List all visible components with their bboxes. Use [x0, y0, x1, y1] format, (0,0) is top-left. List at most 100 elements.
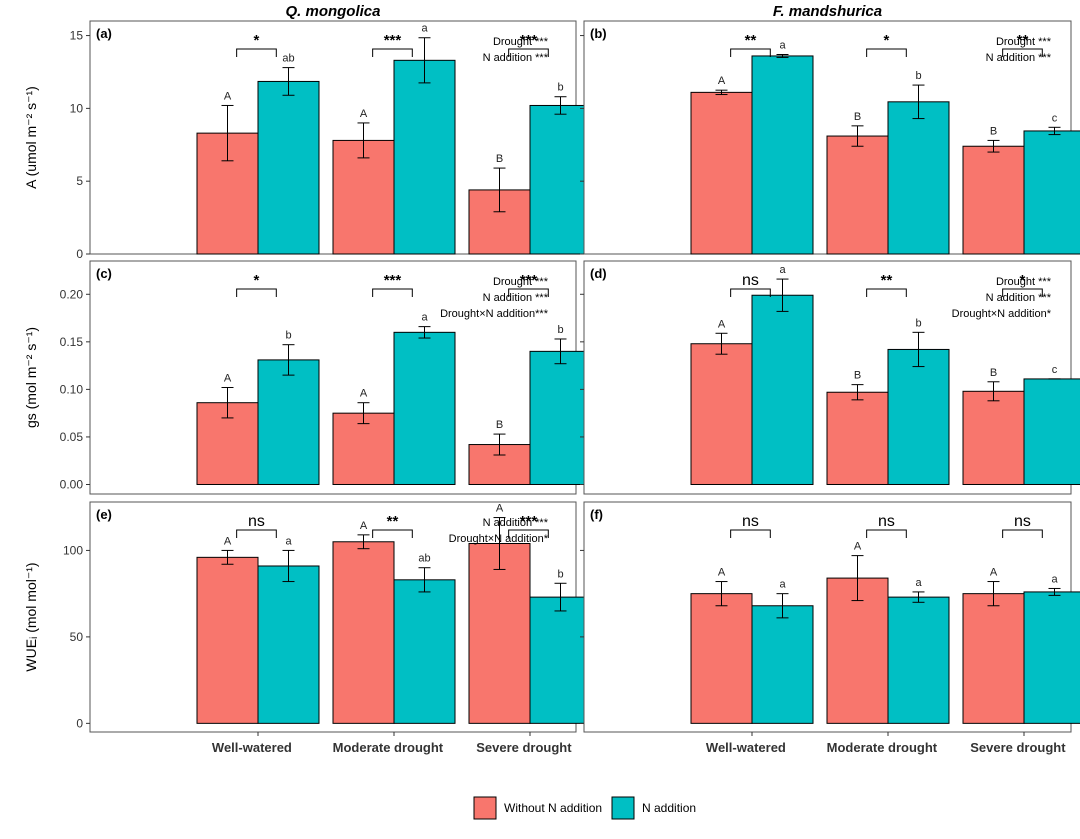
letter-label: A: [854, 541, 862, 553]
y-tick-label: 0.05: [60, 430, 84, 444]
stats-text: Drought ***: [996, 36, 1052, 48]
bar: [1023, 591, 1080, 724]
stats-text: N addition ***: [483, 517, 549, 529]
bar: [887, 348, 950, 485]
letter-label: a: [779, 579, 786, 591]
bar: [529, 350, 592, 485]
bar: [962, 593, 1025, 724]
letter-label: A: [224, 90, 232, 102]
significance-bracket: [866, 288, 907, 297]
significance-label: ***: [384, 272, 402, 289]
letter-label: A: [360, 108, 368, 120]
legend-swatch: [611, 796, 635, 820]
letter-label: a: [779, 264, 786, 276]
significance-bracket: [730, 288, 771, 297]
significance-bracket: [730, 529, 771, 538]
column-title: F. mandshurica: [773, 3, 882, 20]
significance-label: ns: [248, 513, 265, 530]
letter-label: A: [360, 520, 368, 532]
significance-bracket: [508, 288, 549, 297]
significance-bracket: [236, 288, 277, 297]
bar: [887, 101, 950, 255]
stats-text: Drought×N addition***: [440, 308, 549, 320]
x-tick-label: Severe drought: [970, 740, 1066, 755]
letter-label: A: [718, 318, 726, 330]
bar: [529, 104, 592, 255]
significance-bracket: [372, 529, 413, 538]
significance-label: **: [1017, 32, 1029, 49]
bar: [393, 59, 456, 255]
panel-label: (f): [590, 507, 603, 522]
stats-text: Drought ***: [493, 276, 549, 288]
y-tick-label: 10: [70, 101, 84, 115]
letter-label: A: [718, 75, 726, 87]
bar: [332, 412, 395, 485]
letter-label: a: [421, 312, 428, 324]
panel-label: (d): [590, 266, 607, 281]
letter-label: a: [779, 39, 786, 51]
y-axis-label: WUEᵢ (mol mol⁻¹): [23, 562, 39, 671]
letter-label: b: [557, 324, 563, 336]
y-tick-label: 15: [70, 29, 84, 43]
bar: [826, 391, 889, 485]
letter-label: b: [915, 317, 921, 329]
bar: [751, 605, 814, 724]
bar: [690, 343, 753, 485]
letter-label: B: [854, 370, 861, 382]
letter-label: a: [285, 535, 292, 547]
letter-label: b: [285, 330, 291, 342]
letter-label: b: [557, 568, 563, 580]
letter-label: a: [421, 23, 428, 35]
panel-label: (e): [96, 507, 112, 522]
bar: [257, 80, 320, 255]
letter-label: A: [990, 567, 998, 579]
letter-label: B: [990, 125, 997, 137]
significance-bracket: [372, 288, 413, 297]
y-tick-label: 0.20: [60, 287, 84, 301]
bar: [690, 593, 753, 724]
letter-label: a: [1051, 573, 1058, 585]
legend-swatch: [473, 796, 497, 820]
significance-label: **: [881, 272, 893, 289]
significance-bracket: [508, 48, 549, 57]
panel-label: (a): [96, 26, 112, 41]
letter-label: A: [718, 567, 726, 579]
bar: [962, 145, 1025, 255]
bar: [887, 596, 950, 724]
y-tick-label: 100: [63, 543, 83, 557]
y-tick-label: 0.10: [60, 382, 84, 396]
y-tick-label: 0: [76, 247, 83, 261]
y-tick-label: 5: [76, 174, 83, 188]
stats-text: N addition ***: [986, 292, 1052, 304]
letter-label: c: [1052, 112, 1058, 124]
bar: [332, 139, 395, 255]
bar: [332, 541, 395, 724]
letter-label: b: [557, 82, 563, 94]
stats-text: Drought×N addition*: [952, 308, 1052, 320]
y-axis-label: gs (mol m⁻² s⁻¹): [23, 327, 39, 428]
y-tick-label: 0: [76, 716, 83, 730]
significance-label: *: [1020, 272, 1026, 289]
stats-text: N addition ***: [986, 52, 1052, 64]
bar: [257, 359, 320, 485]
significance-bracket: [236, 529, 277, 538]
letter-label: A: [360, 388, 368, 400]
significance-bracket: [1002, 529, 1043, 538]
bar: [690, 91, 753, 255]
significance-label: *: [254, 32, 260, 49]
letter-label: B: [496, 153, 503, 165]
significance-bracket: [508, 529, 549, 538]
significance-bracket: [730, 48, 771, 57]
bar: [393, 579, 456, 724]
bar: [962, 390, 1025, 485]
y-tick-label: 0.15: [60, 335, 84, 349]
x-tick-label: Well-watered: [212, 740, 292, 755]
letter-label: b: [915, 70, 921, 82]
y-tick-label: 50: [70, 630, 84, 644]
significance-label: ***: [384, 32, 402, 49]
bar: [826, 135, 889, 255]
significance-label: **: [745, 32, 757, 49]
significance-label: ***: [520, 513, 538, 530]
